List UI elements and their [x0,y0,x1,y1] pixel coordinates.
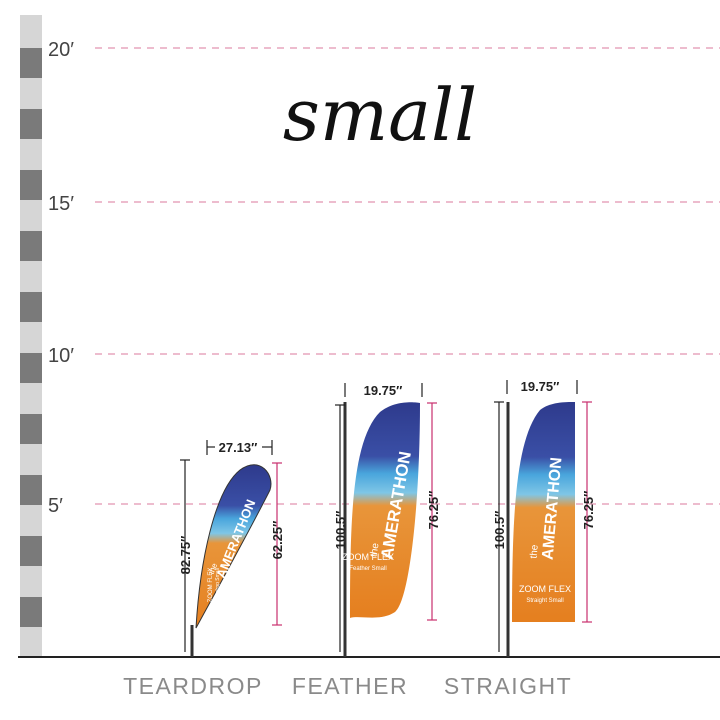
flag-name: TEARDROP [123,673,263,699]
brand-small: the [207,561,220,575]
model: Straight Small [526,598,563,604]
width-label: 19.75″ [364,383,403,398]
ruler [20,15,42,657]
pole-height-label: 100.5″ [333,511,348,550]
model: Teardrop Small [215,568,221,602]
flag-name: FEATHER [292,673,408,699]
straight-flag: 19.75″ 100.5″ 76.25″ the AMERATHON ZOOM … [444,379,596,699]
flag-height-label: 62.25″ [270,521,285,560]
flag-height-label: 76.25″ [581,491,596,530]
brand-small: the [529,544,541,559]
scale-label: 5′ [48,495,63,517]
scale-label: 10′ [48,345,74,367]
flag-name: STRAIGHT [444,673,572,699]
brand-small: the [368,542,381,558]
product: ZOOM FLEX [519,584,571,594]
feather-flag: 19.75″ 100.5″ 76.25″ the AMERATHON ZOOM … [292,383,441,699]
title: small [283,73,477,157]
pole-height-label: 100.5″ [492,511,507,550]
flag-height-label: 76.25″ [426,491,441,530]
scale-label: 15′ [48,193,74,215]
teardrop-flag: 27.13″ 82.75″ 62.25″ the AMERATHON ZOOM … [123,440,285,699]
width-label: 27.13″ [219,440,258,455]
product: ZOOM FLEX [342,552,394,562]
width-label: 19.75″ [521,379,560,394]
model: Feather Small [349,566,386,572]
scale-label: 20′ [48,39,74,61]
product: ZOOM FLEX [208,568,214,603]
pole-height-label: 82.75″ [178,536,193,575]
